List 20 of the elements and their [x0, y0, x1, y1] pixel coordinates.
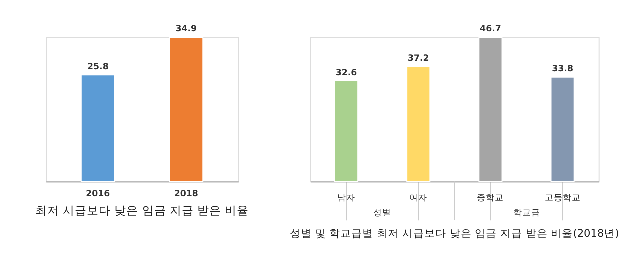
data-label: 37.2 [408, 54, 430, 64]
bar [478, 37, 503, 182]
x-tick-label: 2018 [174, 190, 198, 200]
x-tick-label: 중학교 [477, 193, 504, 204]
data-label: 46.7 [480, 24, 502, 35]
data-label: 32.6 [336, 68, 358, 78]
text: 성별 및 학교급별 최저 시급보다 낮은 임금 지급 받은 비율(2018년) [290, 228, 620, 240]
text: 최저 시급보다 낮은 임금 지급 받은 비율 [35, 203, 250, 218]
bar [406, 66, 431, 182]
data-label: 34.9 [176, 24, 198, 35]
bar [550, 76, 575, 182]
data-label: 25.8 [88, 62, 109, 72]
bar [334, 80, 359, 182]
text: 성별 [374, 208, 392, 218]
data-label: 33.8 [552, 64, 574, 75]
x-tick-label: 고등학교 [544, 193, 581, 204]
x-tick-label: 여자 [410, 193, 428, 204]
text: 학교급 [513, 208, 540, 218]
x-tick-label: 남자 [338, 193, 356, 204]
x-tick-label: 2016 [86, 190, 110, 200]
